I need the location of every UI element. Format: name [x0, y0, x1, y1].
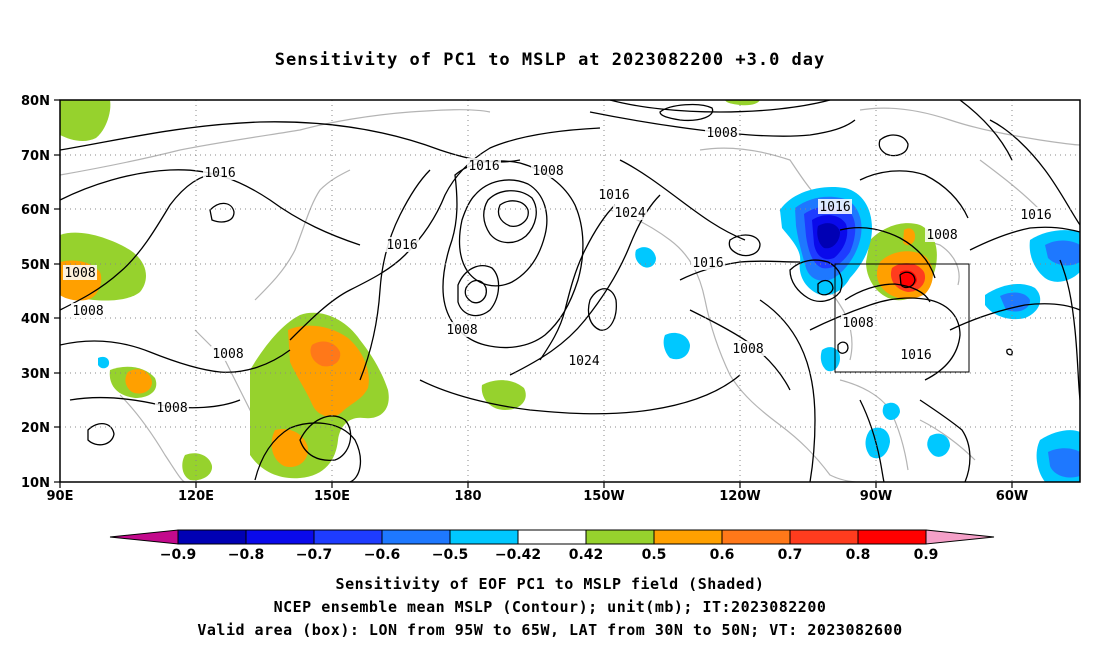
y-axis-labels: 80N 70N 60N 50N 40N 30N 20N 10N — [21, 94, 50, 491]
y-tick-label: 80N — [21, 94, 50, 109]
contour-label: 1008 — [926, 228, 957, 243]
colorbar-swatch — [857, 529, 927, 545]
contour-label: 1016 — [819, 200, 850, 215]
plot-frame — [59, 99, 1081, 483]
contour-label: 1016 — [692, 256, 723, 271]
y-tick-label: 30N — [21, 367, 50, 382]
contour-label-bg — [531, 163, 565, 178]
colorbar-label: 0.9 — [914, 547, 939, 563]
y-tick-label: 50N — [21, 258, 50, 273]
x-tick-label: 150W — [583, 489, 624, 504]
contour-label: 1016 — [598, 188, 629, 203]
x-tick-label: 120E — [178, 489, 214, 504]
x-tick-label: 90W — [860, 489, 892, 504]
colorbar-label: 0.7 — [778, 547, 803, 563]
y-tick-label: 20N — [21, 421, 50, 436]
contour-label-bg — [841, 315, 875, 330]
contour-label-bg — [567, 353, 601, 368]
colorbar — [109, 529, 995, 545]
contour-label: 1016 — [204, 166, 235, 181]
colorbar-label: −0.9 — [160, 547, 197, 563]
contour-label: 1024 — [568, 354, 599, 369]
caption-contour: NCEP ensemble mean MSLP (Contour); unit(… — [273, 598, 827, 616]
x-axis-labels: 90E 120E 150E 180 150W 120W 90W 60W — [47, 489, 1029, 504]
colorbar-swatch — [381, 529, 451, 545]
x-tick-label: 180 — [454, 489, 481, 504]
colorbar-label: −0.7 — [296, 547, 333, 563]
x-tick-label: 150E — [314, 489, 350, 504]
contour-label-bg — [203, 165, 237, 180]
caption-shading: Sensitivity of EOF PC1 to MSLP field (Sh… — [335, 575, 765, 593]
colorbar-swatch — [653, 529, 723, 545]
colorbar-labels: −0.9 −0.8 −0.7 −0.6 −0.5 −0.42 0.42 0.5 0.6 0.7 0.… — [160, 547, 939, 563]
colorbar-label: −0.6 — [364, 547, 401, 563]
caption-valid-area: Valid area (box): LON from 95W to 65W, L… — [197, 621, 903, 639]
contour-label-bg — [71, 303, 105, 318]
contour-labels: 1016 1016 1008 1016 1024 1008 1016 1016 1008 1016… — [63, 125, 1053, 416]
contour-label: 1016 — [1020, 208, 1051, 223]
contour-label: 1016 — [468, 159, 499, 174]
contour-label-bg — [445, 322, 479, 337]
contour-label-bg — [731, 341, 765, 356]
coastlines — [60, 107, 1080, 482]
x-tick-label: 60W — [996, 489, 1028, 504]
colorbar-label: 0.42 — [569, 547, 604, 563]
colorbar-label: 0.5 — [642, 547, 667, 563]
valid-area-box — [834, 263, 970, 373]
contour-label: 1008 — [72, 304, 103, 319]
contour-label-bg — [211, 346, 245, 361]
contour-label-bg — [818, 199, 852, 214]
colorbar-swatch — [245, 529, 315, 545]
y-tick-label: 40N — [21, 312, 50, 327]
contour-label-bg — [705, 125, 739, 140]
contour-label-bg — [691, 255, 725, 270]
y-tick-label: 10N — [21, 476, 50, 491]
contour-label-bg — [613, 205, 647, 220]
y-tick-label: 70N — [21, 149, 50, 164]
contour-label-bg — [63, 265, 97, 280]
colorbar-label: −0.8 — [228, 547, 265, 563]
y-tick-label: 60N — [21, 203, 50, 218]
colorbar-label: 0.6 — [710, 547, 735, 563]
colorbar-swatch — [517, 529, 587, 545]
colorbar-label: −0.42 — [495, 547, 541, 563]
x-tick-label: 120W — [719, 489, 760, 504]
colorbar-label: −0.5 — [432, 547, 469, 563]
contour-label: 1008 — [64, 266, 95, 281]
contour-label: 1008 — [446, 323, 477, 338]
sensitivity-shading — [60, 100, 1080, 482]
colorbar-min-triangle — [109, 529, 179, 545]
colorbar-swatch — [721, 529, 791, 545]
contour-label-bg — [467, 158, 501, 173]
contour-label-bg — [597, 187, 631, 202]
contour-label-bg — [155, 400, 189, 415]
contour-label-bg — [925, 227, 959, 242]
contour-label: 1016 — [900, 348, 931, 363]
colorbar-swatch — [449, 529, 519, 545]
contour-label: 1008 — [212, 347, 243, 362]
contour-label-bg — [1019, 207, 1053, 222]
contour-label: 1008 — [732, 342, 763, 357]
contour-label: 1024 — [614, 206, 645, 221]
colorbar-swatch — [585, 529, 655, 545]
contour-label: 1008 — [842, 316, 873, 331]
x-tick-label: 90E — [47, 489, 74, 504]
colorbar-max-triangle — [925, 529, 995, 545]
colorbar-label: 0.8 — [846, 547, 871, 563]
map-title: Sensitivity of PC1 to MSLP at 2023082200… — [274, 50, 826, 70]
tick-marks — [54, 99, 1013, 488]
colorbar-swatch — [789, 529, 859, 545]
contour-label: 1008 — [532, 164, 563, 179]
contour-label: 1008 — [706, 126, 737, 141]
colorbar-swatch — [313, 529, 383, 545]
contour-label: 1016 — [386, 238, 417, 253]
colorbar-swatch — [177, 529, 247, 545]
plot-area: 1016 1016 1008 1016 1024 1008 1016 1016 1008 1016… — [60, 100, 1080, 482]
contour-label: 1008 — [156, 401, 187, 416]
contour-label-bg — [385, 237, 419, 252]
contour-label-bg — [899, 347, 933, 362]
